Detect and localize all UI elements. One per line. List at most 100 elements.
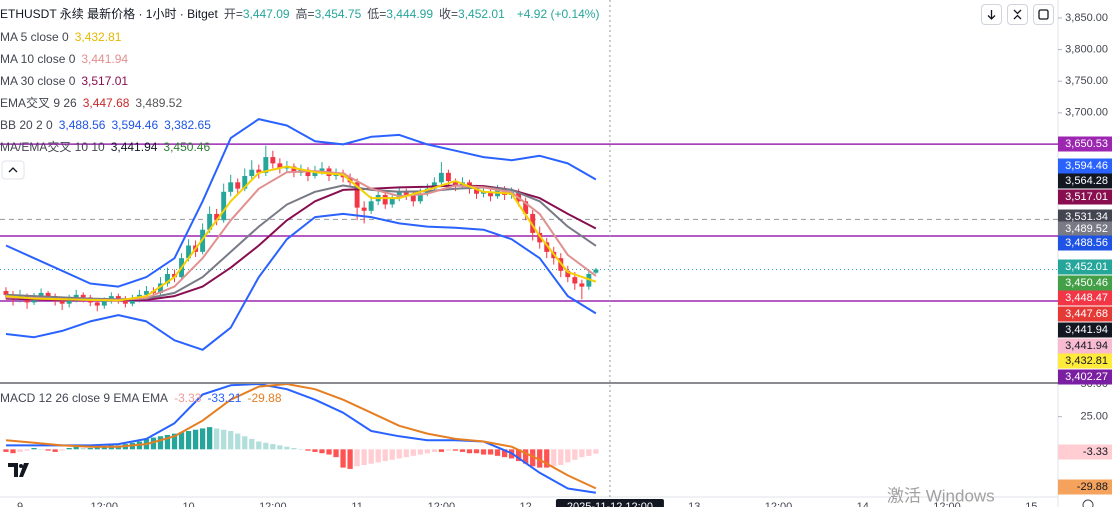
y-tick-label: 25.00 — [1080, 411, 1108, 423]
legend-label: MACD 12 26 close 9 EMA EMA — [0, 391, 169, 405]
candle-body — [242, 176, 248, 189]
maximize-box — [1038, 9, 1049, 20]
price-badge — [1058, 306, 1112, 322]
histogram-bar — [544, 449, 550, 468]
candle-body — [368, 201, 374, 211]
histogram-bar — [551, 449, 557, 467]
candle-body — [256, 169, 262, 173]
legend-value: 3,517.01 — [81, 74, 129, 88]
histogram-bar — [256, 441, 262, 450]
histogram-bar — [410, 449, 416, 456]
x-tick-label: 12:00 — [91, 501, 119, 507]
settings-icon[interactable] — [1082, 499, 1094, 507]
x-tick-label: 12:00 — [933, 501, 961, 507]
histogram-bar — [17, 449, 23, 452]
candle-body — [389, 198, 395, 205]
histogram-bar — [31, 448, 37, 450]
indicator-line — [5, 118, 597, 288]
histogram-bar — [445, 449, 452, 451]
price-badge — [1058, 173, 1112, 189]
x-tick-label: 10 — [182, 501, 194, 507]
price-badge — [1058, 479, 1112, 495]
histogram-bar — [565, 449, 571, 463]
histogram-bar — [438, 449, 445, 452]
histogram-bar — [59, 449, 65, 451]
histogram-bar — [66, 448, 72, 450]
legend-value: -29.88 — [247, 391, 282, 405]
candle-body — [565, 270, 571, 278]
candle-body — [354, 182, 360, 208]
histogram-bar — [298, 449, 304, 450]
logo-v — [19, 463, 29, 477]
histogram-bar — [3, 449, 9, 452]
logo-t — [8, 463, 18, 477]
x-tick-label: 11 — [351, 501, 362, 507]
ohlc-label: 开= — [223, 7, 243, 21]
histogram-bar — [501, 449, 508, 458]
histogram-bar — [403, 449, 409, 458]
price-badge-label: 3,441.94 — [1065, 340, 1108, 352]
candle-body — [530, 213, 536, 233]
maximize-button[interactable] — [1033, 4, 1054, 25]
ohlc-value: 3,447.09 — [242, 7, 290, 21]
histogram-bar — [319, 449, 325, 454]
legend-label: BB 20 2 0 — [0, 118, 53, 132]
price-badge — [1058, 189, 1112, 205]
legend-value: 3,489.52 — [135, 96, 183, 110]
price-badge — [1058, 290, 1112, 306]
price-badge — [1058, 444, 1112, 460]
candle-body — [382, 194, 388, 205]
candle-body — [312, 170, 318, 177]
histogram-bar — [192, 429, 199, 450]
candle-body — [319, 168, 325, 171]
candle-body — [593, 269, 599, 273]
legend-value: 3,382.65 — [164, 118, 211, 132]
histogram-bar — [214, 428, 220, 450]
legend-label: EMA交叉 9 26 — [0, 96, 77, 110]
collapse-button[interactable] — [1, 160, 25, 180]
histogram-bar — [221, 429, 227, 450]
candle-body — [249, 169, 255, 177]
legend-value: 3,432.81 — [74, 30, 122, 44]
histogram-bar — [382, 449, 388, 462]
candle-body — [221, 191, 227, 221]
price-badge — [1058, 322, 1112, 338]
candle-body — [66, 299, 72, 304]
candle-body — [277, 163, 283, 169]
histogram-bar — [305, 449, 311, 451]
logo — [4, 458, 34, 480]
indicator-line — [6, 384, 597, 494]
collapse-button-bg[interactable] — [1, 160, 25, 180]
histogram-bar — [516, 449, 522, 462]
histogram-bar — [494, 449, 501, 456]
candle-body — [544, 242, 550, 252]
histogram-bar — [185, 431, 192, 450]
histogram-bar — [326, 449, 332, 455]
price-badge-label: 3,594.46 — [1065, 160, 1108, 172]
histogram-bar — [487, 449, 494, 455]
candle-body — [474, 188, 479, 194]
candle-body — [3, 291, 9, 295]
histogram-bar — [263, 442, 269, 450]
price-badge-label: 3,441.94 — [1065, 324, 1108, 336]
price-badge — [1058, 209, 1112, 225]
price-badge-label: 3,447.68 — [1065, 308, 1108, 320]
collapse-pane-button[interactable] — [1007, 4, 1028, 25]
scroll-down-button[interactable] — [981, 4, 1002, 25]
candle-body — [228, 182, 234, 192]
price-badge-label: 3,450.46 — [1065, 277, 1108, 289]
x-tick-label: 12:00 — [428, 501, 456, 507]
histogram-bar — [530, 449, 536, 467]
indicator-line — [5, 184, 597, 301]
indicator-line — [5, 165, 597, 302]
histogram-bar — [417, 449, 423, 455]
histogram-bar — [361, 449, 367, 465]
candle-body — [270, 157, 276, 164]
histogram-bar — [354, 449, 360, 467]
price-badge — [1058, 338, 1112, 354]
histogram-bar — [235, 433, 241, 450]
histogram-bar — [94, 446, 100, 450]
ohlc-value: 3,454.75 — [314, 7, 362, 21]
price-badge-label: 3,448.47 — [1065, 292, 1108, 304]
histogram-bar — [178, 432, 185, 450]
